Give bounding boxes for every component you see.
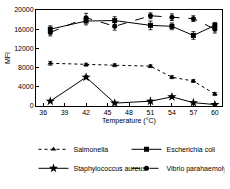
svg-text:0: 0 [30,102,34,109]
svg-text:36: 36 [39,109,47,116]
svg-text:Temperature (°C): Temperature (°C) [102,117,156,125]
svg-text:45: 45 [104,109,112,116]
svg-text:12000: 12000 [14,45,34,52]
svg-text:51: 51 [147,109,155,116]
svg-text:57: 57 [189,109,197,116]
svg-text:8000: 8000 [18,64,34,71]
svg-text:MFI: MFI [4,52,11,64]
svg-text:Vibrio parahaemolyticus: Vibrio parahaemolyticus [167,165,225,173]
svg-text:Escherichia coli: Escherichia coli [167,146,216,153]
svg-text:42: 42 [82,109,90,116]
svg-text:54: 54 [168,109,176,116]
svg-text:20000: 20000 [14,6,34,13]
svg-text:39: 39 [61,109,69,116]
svg-text:48: 48 [125,109,133,116]
svg-text:Staphylococcus aureus: Staphylococcus aureus [74,165,147,173]
svg-text:Salmonella: Salmonella [74,146,109,153]
svg-text:4000: 4000 [18,83,34,90]
svg-text:60: 60 [211,109,219,116]
svg-text:16000: 16000 [14,26,34,33]
